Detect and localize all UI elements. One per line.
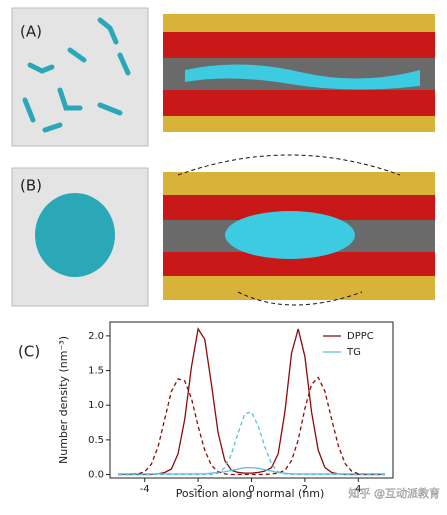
plot-frame (109, 321, 394, 479)
panel-label: (C) (18, 343, 40, 361)
dashed-outline (177, 154, 401, 176)
density-line (118, 376, 385, 476)
x-tick-label: -4 (140, 484, 150, 495)
tg-lens (225, 211, 355, 259)
tg-layer (185, 64, 420, 90)
legend-label: DPPC (347, 331, 374, 342)
tg-clusters-a (22, 17, 131, 133)
y-tick-label: 2.0 (88, 331, 104, 342)
top-view-a (11, 7, 149, 147)
density-line (118, 411, 385, 476)
y-tick-label: 1.0 (88, 400, 104, 411)
tg-droplet-top (35, 193, 115, 277)
headgroup-band (163, 86, 435, 116)
panel-label: (A) (20, 23, 42, 41)
x-tick-label: 4 (355, 484, 361, 495)
headgroup-band (163, 32, 435, 62)
y-tick-label: 0.0 (88, 470, 104, 481)
density-line (118, 466, 385, 475)
y-axis-label: Number density (nm⁻³) (57, 336, 70, 464)
legend-label: TG (346, 347, 361, 358)
y-tick-label: 1.5 (88, 366, 104, 377)
dashed-outline (237, 291, 363, 306)
x-tick-label: 0 (248, 484, 254, 495)
watermark: 知乎 @互动派教育 (349, 486, 441, 500)
x-tick-label: 2 (302, 484, 308, 495)
x-tick-label: -2 (193, 484, 203, 495)
density-line (118, 327, 385, 476)
panel-label: (B) (20, 177, 42, 195)
x-axis-label: Position along normal (nm) (176, 487, 325, 500)
y-tick-label: 0.5 (88, 435, 104, 446)
